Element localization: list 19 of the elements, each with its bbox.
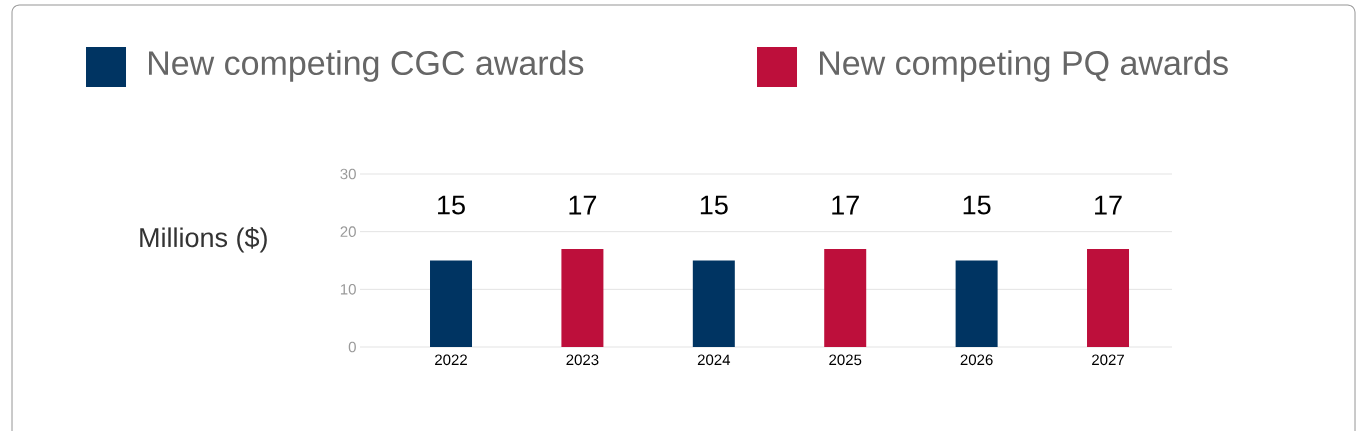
y-axis-title: Millions ($) <box>140 226 267 253</box>
x-tick-label: 2023 <box>566 354 599 366</box>
y-tick-label: 0 <box>348 341 356 353</box>
data-label: 15 <box>438 195 465 215</box>
y-tick-label: 30 <box>340 168 356 180</box>
legend-label: New competing CGC awards <box>149 50 584 82</box>
y-tick-label: 20 <box>340 226 356 237</box>
data-label: 15 <box>700 195 728 215</box>
data-label: 15 <box>963 195 991 215</box>
x-tick-label: 2025 <box>829 354 862 366</box>
data-label: 17 <box>569 195 597 215</box>
x-tick-label: 2027 <box>1092 354 1124 366</box>
x-tick-label: 2024 <box>697 354 731 366</box>
legend-label: New competing PQ awards <box>820 50 1228 82</box>
data-label: 17 <box>1095 195 1122 215</box>
y-tick-label: 10 <box>340 284 356 295</box>
data-label: 17 <box>832 195 859 215</box>
x-tick-label: 2022 <box>435 354 467 366</box>
x-tick-label: 2026 <box>960 354 993 366</box>
